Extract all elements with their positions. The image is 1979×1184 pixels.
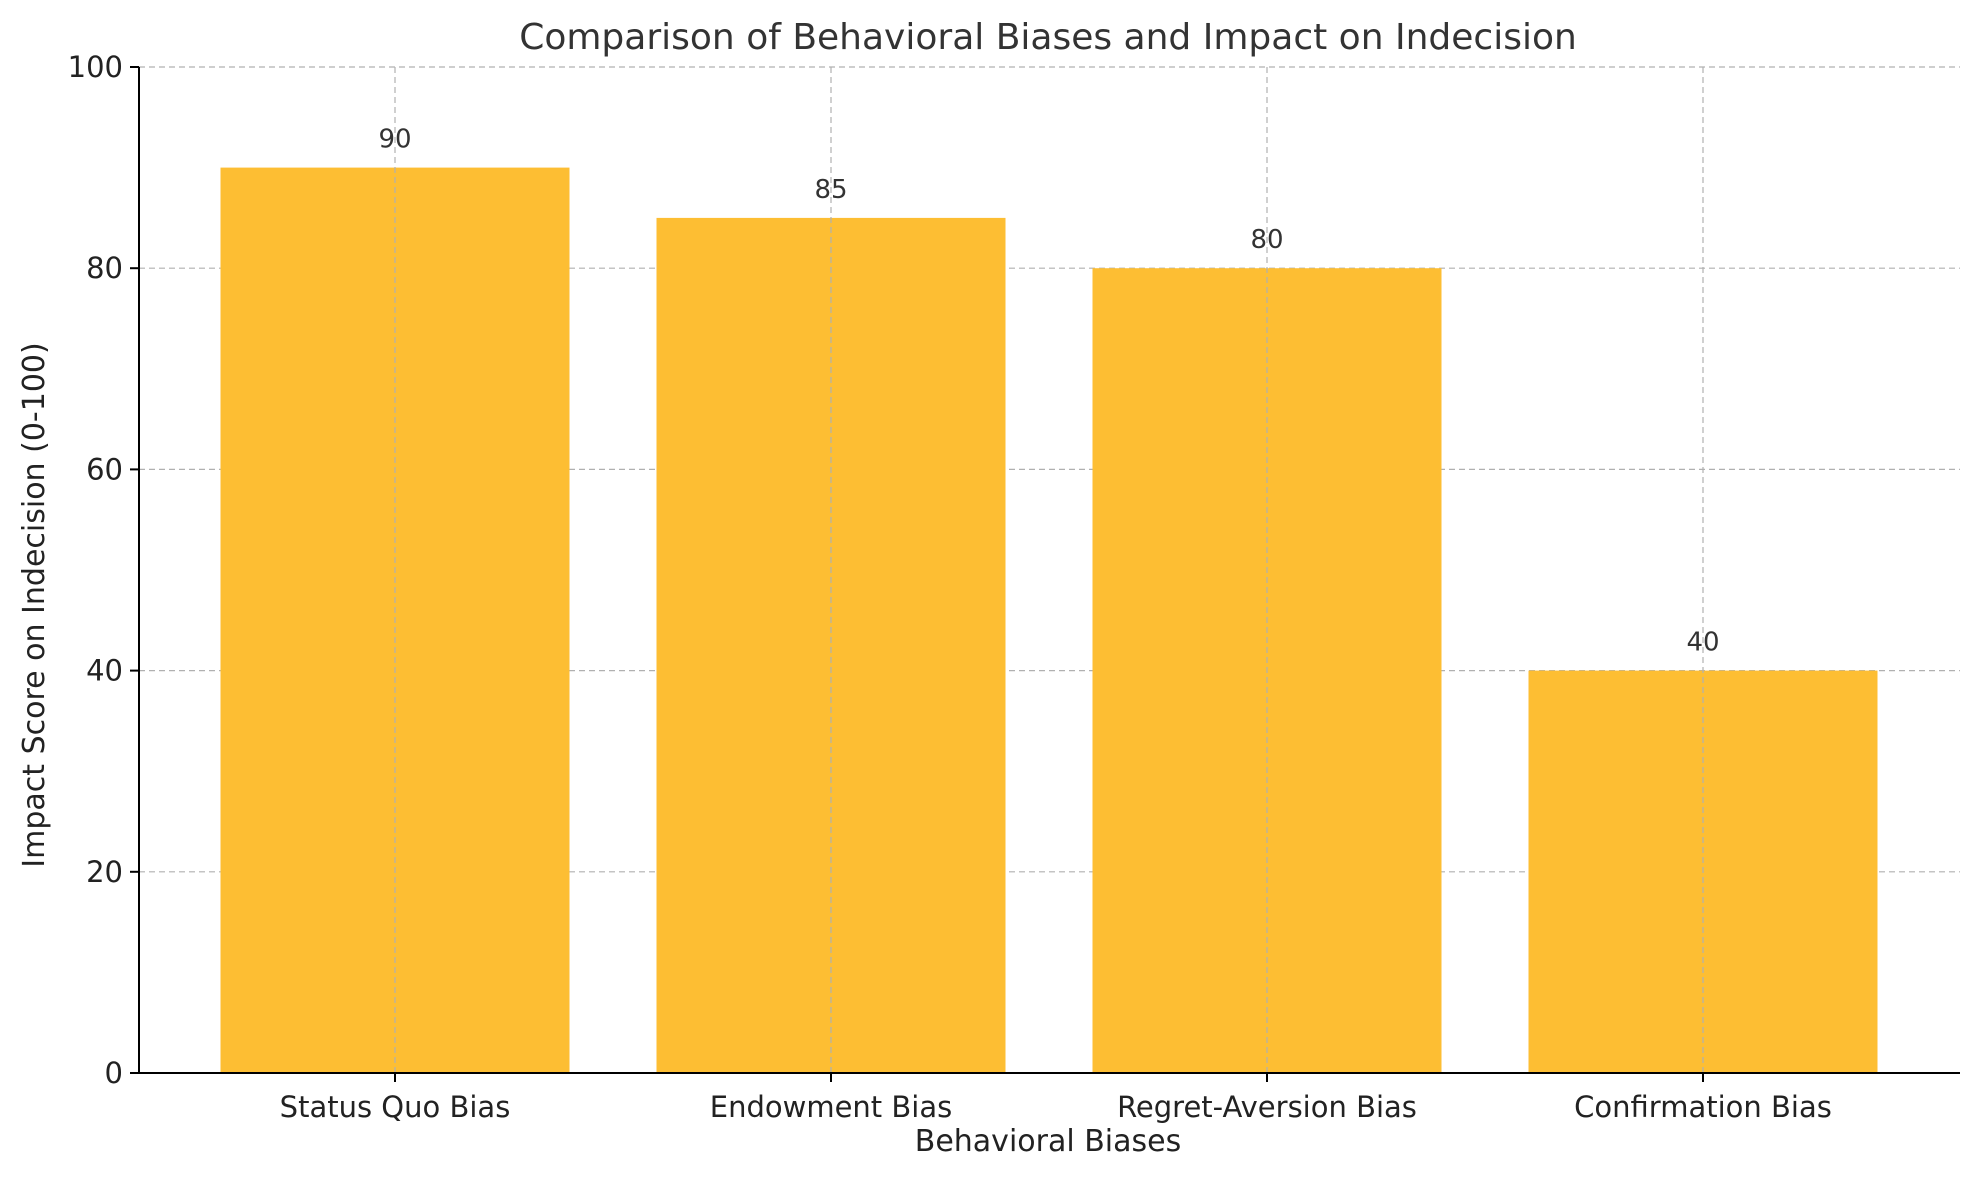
y-tick-label: 60: [86, 452, 123, 486]
data-label: 80: [1250, 225, 1283, 255]
data-label: 85: [814, 175, 847, 205]
x-axis-ticks: Status Quo Bias Endowment Bias Regret-Aver…: [280, 1073, 1832, 1124]
chart-title: Comparison of Behavioral Biases and Impa…: [519, 17, 1577, 58]
bars: [220, 167, 1878, 1074]
bar: [656, 217, 1006, 1073]
data-label: 90: [378, 125, 411, 155]
y-axis-ticks: 0 20 40 60 80 100: [68, 50, 139, 1090]
x-axis-title: Behavioral Biases: [915, 1124, 1181, 1159]
y-tick-label: 80: [86, 251, 123, 285]
data-label: 40: [1686, 628, 1719, 658]
vertical-gridlines: [394, 67, 1704, 1073]
y-tick-label: 100: [68, 50, 123, 84]
y-axis-title: Impact Score on Indecision (0-100): [17, 342, 52, 867]
x-tick-label: Regret-Aversion Bias: [1117, 1090, 1417, 1124]
y-tick-label: 20: [86, 855, 123, 889]
y-tick-label: 0: [105, 1056, 123, 1090]
x-tick-label: Status Quo Bias: [280, 1090, 511, 1124]
x-tick-label: Endowment Bias: [710, 1090, 952, 1124]
y-tick-label: 40: [86, 654, 123, 688]
data-labels: 90 85 80 40: [378, 125, 1719, 658]
x-tick-label: Confirmation Bias: [1574, 1090, 1832, 1124]
axes: [138, 67, 1960, 1074]
